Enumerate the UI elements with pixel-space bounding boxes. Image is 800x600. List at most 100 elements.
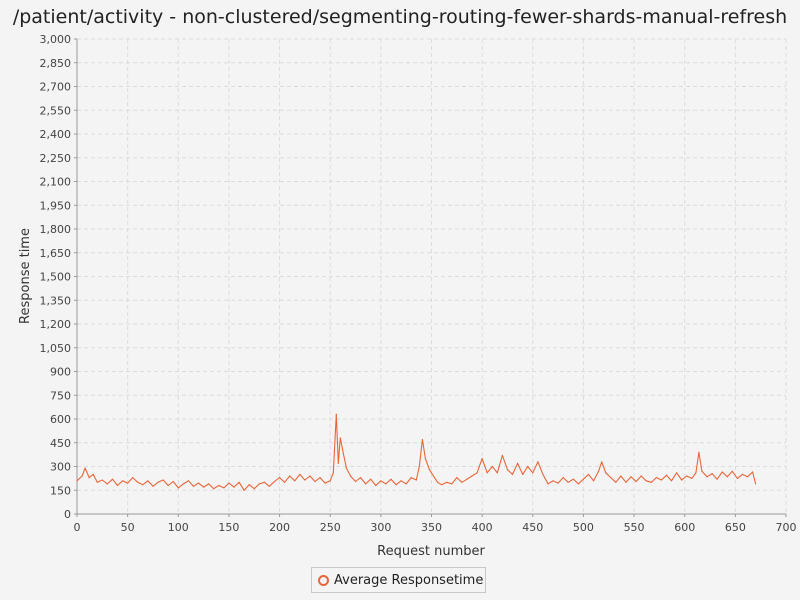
data-point: [610, 477, 612, 479]
legend-label: Average Responsetime: [334, 572, 484, 588]
data-point: [752, 471, 754, 473]
data-point: [587, 473, 590, 475]
data-point: [345, 467, 347, 469]
data-point: [157, 481, 159, 483]
data-point: [645, 480, 647, 482]
data-point: [243, 489, 245, 491]
data-point: [342, 453, 344, 455]
x-tick-label: 400: [472, 521, 493, 534]
data-point: [542, 473, 544, 475]
x-tick-label: 150: [218, 521, 239, 534]
data-point: [567, 481, 569, 483]
y-tick-label: 1,650: [40, 247, 72, 260]
data-point: [238, 481, 240, 483]
x-tick-label: 100: [168, 521, 189, 534]
data-point: [716, 478, 718, 480]
data-point: [88, 477, 90, 479]
data-point: [289, 475, 291, 477]
y-tick-label: 2,100: [40, 176, 72, 189]
x-tick-label: 300: [370, 521, 391, 534]
data-point: [410, 477, 412, 479]
data-point: [167, 484, 169, 487]
data-point: [319, 477, 321, 479]
data-point: [522, 473, 524, 475]
data-point: [665, 474, 668, 476]
data-point: [162, 479, 164, 481]
data-point: [329, 480, 331, 482]
data-point: [349, 475, 352, 477]
data-point: [711, 473, 713, 475]
y-tick-label: 2,550: [40, 104, 72, 117]
data-point: [601, 461, 603, 463]
data-point: [177, 487, 179, 489]
data-point: [451, 483, 453, 485]
data-point: [365, 483, 367, 485]
data-point: [273, 480, 276, 483]
y-tick-label: 0: [64, 508, 71, 521]
data-point: [691, 477, 693, 479]
data-point: [335, 413, 337, 415]
tick-labels: 0 150 300 450 600 750 900 1,050 1,200 1,350 1,500 1…: [40, 33, 797, 534]
data-point: [557, 482, 559, 484]
data-point: [496, 472, 498, 474]
data-point: [304, 479, 306, 481]
y-tick-label: 150: [50, 484, 71, 497]
data-point: [208, 483, 210, 485]
data-point: [182, 483, 184, 485]
data-point: [76, 480, 78, 482]
y-tick-label: 1,950: [40, 199, 72, 212]
x-axis-label: Request number: [377, 544, 485, 559]
y-tick-label: 1,200: [40, 318, 72, 331]
data-point: [248, 484, 250, 486]
x-tick-label: 200: [269, 521, 290, 534]
data-point: [132, 477, 134, 479]
data-point: [233, 486, 235, 488]
data-point: [466, 478, 468, 480]
y-tick-label: 1,500: [40, 271, 72, 284]
data-point: [650, 481, 652, 483]
data-point: [517, 462, 519, 464]
data-point: [562, 477, 564, 479]
x-tick-label: 650: [725, 521, 746, 534]
data-point: [511, 473, 514, 475]
y-tick-label: 1,050: [40, 342, 72, 355]
data-point: [506, 469, 509, 471]
data-point: [122, 480, 124, 482]
data-point: [572, 478, 574, 480]
data-point: [746, 476, 749, 478]
data-point: [147, 480, 149, 482]
data-point: [537, 461, 539, 463]
y-tick-label: 2,850: [40, 57, 72, 70]
data-point: [339, 437, 341, 439]
data-point: [721, 471, 723, 473]
data-point: [324, 482, 326, 484]
data-point: [547, 483, 549, 485]
data-point: [630, 476, 632, 478]
x-tick-label: 250: [320, 521, 341, 534]
data-point: [101, 479, 103, 481]
data-point: [172, 480, 174, 483]
legend: Average Responsetime: [311, 567, 486, 593]
data-point: [605, 472, 607, 474]
data-point: [360, 477, 362, 479]
data-point: [223, 487, 225, 489]
data-point: [258, 483, 260, 485]
data-point: [582, 478, 585, 480]
data-point: [354, 480, 357, 483]
data-point: [284, 481, 286, 483]
data-point: [400, 480, 402, 482]
y-tick-label: 2,250: [40, 152, 72, 165]
data-point: [96, 481, 98, 483]
data-point: [686, 475, 688, 477]
y-tick-label: 2,700: [40, 81, 72, 94]
data-point: [309, 475, 311, 477]
y-tick-label: 750: [50, 389, 71, 402]
data-point: [424, 458, 426, 460]
data-point: [253, 488, 255, 490]
data-point: [370, 478, 372, 480]
y-tick-label: 1,800: [40, 223, 72, 236]
chart-title: /patient/activity - non-clustered/segmen…: [12, 6, 788, 28]
data-point: [456, 477, 458, 479]
data-point: [731, 470, 733, 472]
data-point: [294, 480, 296, 482]
